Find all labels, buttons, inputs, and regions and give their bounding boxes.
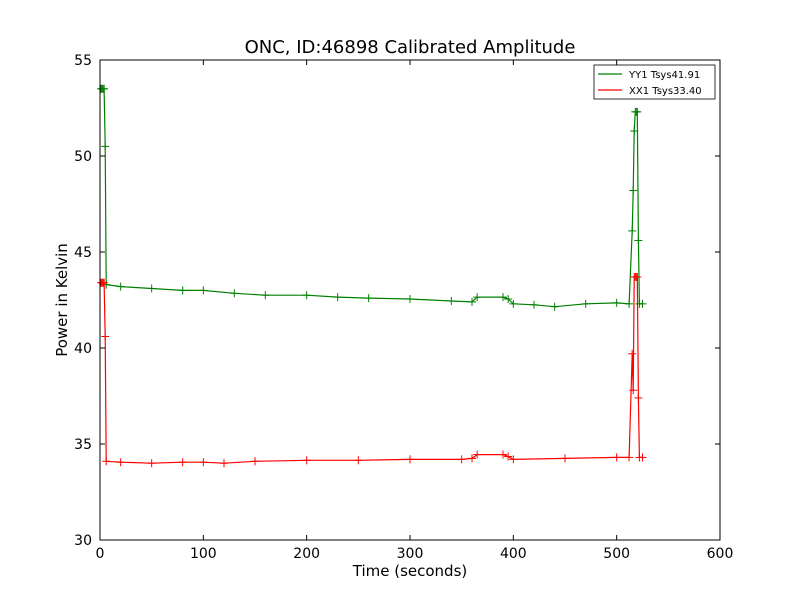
data-point — [633, 272, 642, 281]
data-point — [612, 453, 621, 462]
y-tick-label: 35 — [74, 437, 92, 453]
data-point — [406, 455, 414, 464]
data-point — [628, 349, 637, 358]
data-point — [101, 332, 110, 341]
x-tick-label: 300 — [397, 546, 424, 562]
x-axis-label: Time (seconds) — [352, 562, 468, 580]
series-layer — [97, 84, 647, 468]
data-point — [473, 450, 482, 459]
data-point — [116, 458, 125, 467]
y-axis-label: Power in Kelvin — [53, 243, 71, 357]
series-xx1 — [97, 272, 647, 468]
data-point — [302, 291, 311, 300]
data-point — [178, 458, 187, 467]
ticks-layer: 0 100 200 300 400 500 600 30 35 40 45 50 55 — [74, 53, 733, 562]
data-point — [561, 454, 569, 463]
data-point — [102, 457, 111, 466]
data-point — [261, 291, 270, 300]
data-point — [178, 286, 187, 295]
legend-label-yy1: YY1 Tsys41.91 — [628, 70, 700, 81]
x-tick-label: 200 — [293, 546, 320, 562]
data-point — [633, 107, 642, 116]
data-point — [629, 186, 638, 195]
data-point — [530, 300, 538, 309]
data-point — [220, 459, 228, 468]
data-point — [364, 294, 373, 303]
data-point — [581, 299, 590, 308]
legend: YY1 Tsys41.91 XX1 Tsys33.40 — [593, 64, 716, 100]
data-point — [457, 455, 466, 464]
data-point — [509, 455, 518, 464]
data-point — [499, 293, 507, 302]
data-point — [625, 453, 634, 462]
data-point — [147, 284, 156, 293]
data-point — [630, 127, 639, 136]
x-tick-label: 400 — [500, 546, 527, 562]
data-point — [116, 282, 125, 291]
data-point — [230, 289, 239, 298]
x-tick-label: 500 — [603, 546, 630, 562]
y-tick-label: 55 — [74, 53, 92, 69]
y-tick-label: 30 — [74, 533, 92, 549]
y-tick-label: 50 — [74, 149, 92, 165]
data-point — [468, 297, 476, 306]
data-point — [147, 459, 156, 468]
data-point — [100, 84, 109, 93]
data-point — [101, 142, 110, 151]
data-point — [634, 236, 643, 245]
data-point — [302, 456, 311, 465]
data-point — [354, 456, 363, 465]
legend-label-xx1: XX1 Tsys33.40 — [629, 86, 702, 97]
data-point — [251, 457, 259, 466]
data-point — [406, 295, 414, 304]
data-point — [629, 386, 638, 395]
chart-title: ONC, ID:46898 Calibrated Amplitude — [245, 37, 576, 58]
y-tick-label: 45 — [74, 245, 92, 261]
data-point — [625, 299, 634, 308]
data-point — [612, 298, 621, 307]
data-point — [504, 295, 513, 304]
x-tick-label: 100 — [190, 546, 217, 562]
data-point — [199, 458, 208, 467]
data-point — [550, 302, 559, 311]
data-point — [638, 299, 647, 308]
x-tick-label: 0 — [96, 546, 105, 562]
legend-box — [593, 64, 716, 100]
data-point — [499, 450, 507, 459]
data-point — [447, 296, 456, 305]
x-tick-label: 600 — [707, 546, 734, 562]
data-point — [468, 454, 476, 463]
data-point — [100, 278, 109, 287]
data-point — [509, 299, 518, 308]
data-point — [638, 453, 647, 462]
data-point — [628, 226, 637, 235]
y-tick-label: 40 — [74, 341, 92, 357]
data-point — [473, 293, 482, 302]
data-point — [333, 293, 342, 302]
data-point — [504, 452, 513, 461]
data-point — [634, 393, 643, 402]
data-point — [199, 286, 208, 295]
